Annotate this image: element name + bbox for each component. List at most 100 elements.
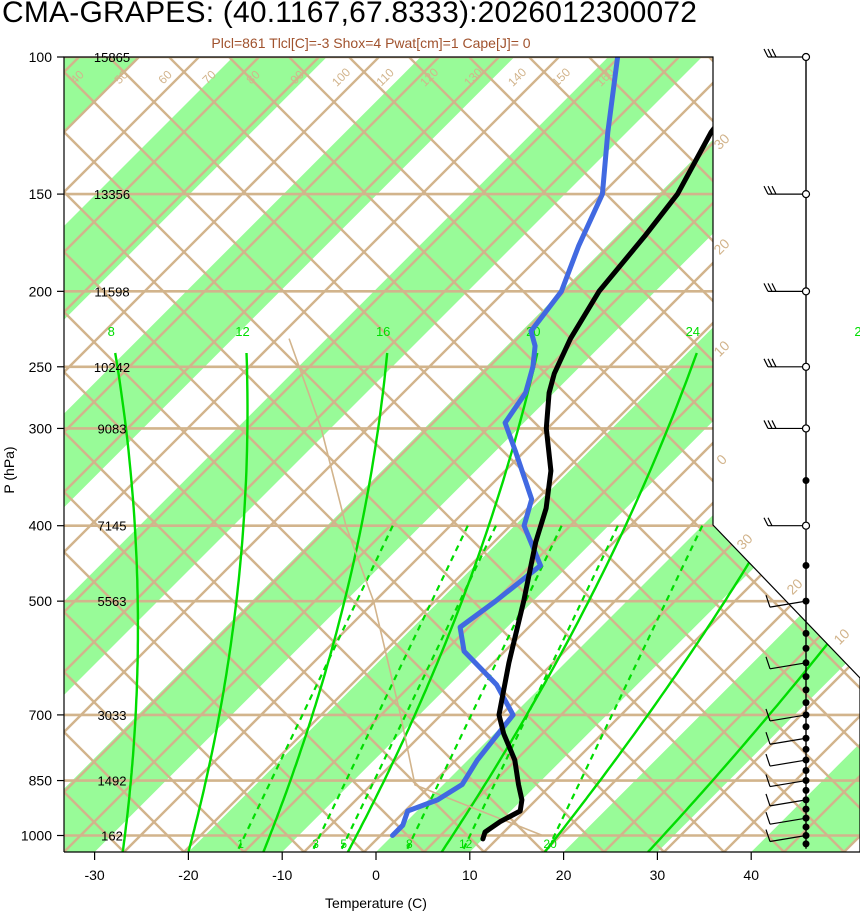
height-label: 3033 xyxy=(98,708,127,723)
wind-barb-flag xyxy=(765,656,771,669)
moist-adiabat-line xyxy=(440,352,698,852)
moist-adiabat-label: 12 xyxy=(235,324,249,339)
x-tick-label: 30 xyxy=(650,867,666,883)
isotherm-line xyxy=(543,57,860,852)
y-tick-label: 1000 xyxy=(21,828,52,844)
x-tick-label: -20 xyxy=(178,867,198,883)
x-tick-label: 10 xyxy=(462,867,478,883)
wind-barb-flag xyxy=(767,420,773,429)
x-axis-label: Temperature (C) xyxy=(325,895,427,911)
wind-level-dot xyxy=(802,686,810,694)
chart-subtitle: Plcl=861 Tlcl[C]=-3 Shox=4 Pwat[cm]=1 Ca… xyxy=(211,35,531,51)
isotherm-line xyxy=(64,57,665,852)
calm-circle xyxy=(801,52,811,62)
wind-level-dot xyxy=(802,786,810,794)
dry-adiabats xyxy=(0,0,860,852)
isotherm-band xyxy=(64,57,432,852)
isotherm-line xyxy=(663,57,860,852)
moist-adiabat-label: 8 xyxy=(108,324,115,339)
wind-barb-flag xyxy=(771,420,777,429)
mixing-ratio-line xyxy=(406,525,563,850)
wind-barb-shaft xyxy=(769,817,807,825)
mixing-ratio-label: 5 xyxy=(340,837,347,851)
y-tick-label: 200 xyxy=(29,283,53,299)
moist-adiabat-line xyxy=(262,352,389,852)
isotherm-line xyxy=(64,57,725,852)
isotherm-line xyxy=(603,57,860,852)
temperature-profile xyxy=(480,57,771,842)
isotherm-line xyxy=(64,57,845,852)
wind-barb-shaft xyxy=(769,662,807,670)
isotherm-line xyxy=(64,57,305,852)
x-tick-label: 40 xyxy=(743,867,759,883)
isotherm-line xyxy=(64,57,365,852)
mixing-ratio-label: 3 xyxy=(312,837,319,851)
calm-circle xyxy=(801,424,811,433)
wind-level-dot xyxy=(802,629,810,637)
isotherm-band xyxy=(376,57,860,852)
x-tick-label: -10 xyxy=(272,867,292,883)
isotherm-line xyxy=(483,57,860,852)
isotherm-label: 30 xyxy=(710,130,732,152)
wind-barb-flag xyxy=(763,48,769,58)
y-tick-label: 500 xyxy=(29,593,53,609)
wind-barb-shaft xyxy=(769,759,807,767)
wind-barb-shaft xyxy=(769,834,807,843)
isotherm-line xyxy=(123,57,860,852)
wind-barb-flag xyxy=(767,358,773,368)
isotherm-line xyxy=(64,57,425,852)
y-tick-label: 700 xyxy=(29,707,53,723)
wind-barb-column xyxy=(763,48,811,849)
isotherm-label: 10 xyxy=(830,625,852,647)
wind-barb-flag xyxy=(767,48,773,58)
isotherm-band xyxy=(188,57,860,852)
isotherm-line xyxy=(423,57,860,852)
wind-barb-flag xyxy=(763,517,769,526)
mixing-ratio-line xyxy=(547,525,704,850)
mixing-ratio-label: 20 xyxy=(543,837,557,851)
wind-level-dot xyxy=(802,766,810,774)
x-tick-label: -30 xyxy=(84,867,104,883)
height-label: 10242 xyxy=(94,360,130,375)
moist-adiabat-line xyxy=(114,352,140,852)
mixing-ratio-line xyxy=(237,525,394,850)
height-label: 15865 xyxy=(94,50,130,65)
parcel-path xyxy=(288,338,543,837)
y-tick-label: 850 xyxy=(29,773,53,789)
mixing-ratio-line xyxy=(340,525,497,850)
chart-title: CMA-GRAPES: (40.1167,67.8333):2026012300… xyxy=(2,0,698,29)
profiles xyxy=(288,57,771,842)
wind-barb-flag xyxy=(771,283,777,292)
wind-barb-flag xyxy=(771,48,777,58)
wind-barb-flag xyxy=(771,358,777,368)
mixing-ratio-label: 8 xyxy=(406,837,413,851)
mixing-ratio-line xyxy=(312,525,469,850)
wind-barb-shaft xyxy=(769,799,807,807)
mixing-ratio-lines xyxy=(237,525,704,850)
wind-barb-flag xyxy=(765,708,771,722)
wind-level-dot xyxy=(802,644,810,652)
height-label: 9083 xyxy=(98,421,127,436)
calm-circle xyxy=(801,287,811,296)
calm-circle xyxy=(801,362,811,371)
isotherm-line xyxy=(783,57,860,852)
wind-barb-flag xyxy=(765,793,771,807)
isotherm-line xyxy=(0,0,4,852)
mixing-ratio-line xyxy=(462,525,619,850)
isotherm-label: 20 xyxy=(710,235,732,257)
wind-level-dot xyxy=(802,840,810,848)
wind-barb-flag xyxy=(765,811,771,825)
height-label: 13356 xyxy=(94,187,130,202)
wind-barb-shaft xyxy=(769,737,807,745)
wind-level-dot xyxy=(802,745,810,753)
dry-adiabat-label: 150 xyxy=(549,65,573,89)
moist-adiabat-line xyxy=(187,352,249,852)
wind-barb-flag xyxy=(765,732,771,745)
wind-barb-flag xyxy=(763,358,769,368)
wind-barb-flag xyxy=(767,517,773,526)
wind-barb-flag xyxy=(765,753,771,767)
wind-level-dot xyxy=(802,723,810,731)
y-tick-label: 300 xyxy=(29,420,53,436)
